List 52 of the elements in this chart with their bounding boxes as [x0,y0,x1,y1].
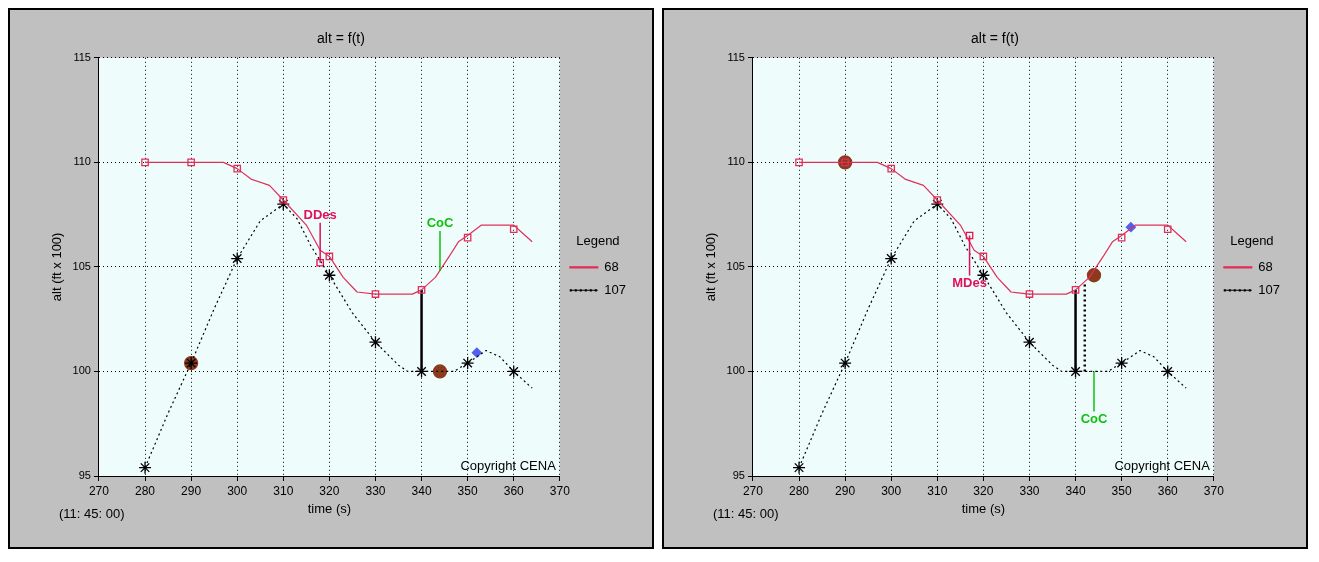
x-axis-title: time (s) [961,500,1006,516]
annotation: DDes [303,206,337,222]
y-tick-label: 100 [72,364,91,377]
annotation: CoC [426,215,454,231]
x-tick-label: 290 [835,483,856,498]
y-tick-label: 105 [726,259,745,272]
x-tick-label: 280 [789,483,810,498]
y-tick-label: 105 [72,259,91,272]
y-axis-title: alt (ft x 100) [703,232,719,302]
x-tick-label: 330 [1019,483,1040,498]
legend-title: Legend [1230,233,1274,249]
legend-label: 107 [604,281,627,297]
x-tick-label: 280 [135,483,156,498]
annotation: Copyright CENA [460,458,557,474]
legend-label: 68 [604,258,619,274]
x-tick-label: 340 [411,483,432,498]
x-tick-label: 360 [1157,483,1179,498]
x-tick-label: 350 [457,483,478,498]
chart-title: alt = f(t) [317,30,365,47]
legend-title: Legend [576,233,620,249]
x-tick-label: 320 [319,483,340,498]
x-tick-label: 310 [927,483,948,498]
y-axis-title: alt (ft x 100) [49,232,65,302]
x-tick-label: 320 [973,483,994,498]
y-tick-label: 95 [78,469,91,482]
annotation: Copyright CENA [1114,458,1211,474]
x-axis-title: time (s) [307,500,352,516]
legend-label: 68 [1258,258,1273,274]
y-tick-label: 100 [726,364,745,377]
annotation: MDes [952,274,987,290]
y-tick-label: 110 [73,155,91,168]
x-tick-label: 340 [1065,483,1086,498]
x-tick-label: 370 [1203,483,1225,498]
text: (11: 45: 00) [58,506,125,522]
x-tick-label: 290 [181,483,202,498]
x-tick-label: 350 [1111,483,1132,498]
x-tick-label: 330 [365,483,386,498]
y-tick-label: 95 [732,469,745,482]
chart-title: alt = f(t) [971,30,1019,47]
x-tick-label: 270 [742,483,764,498]
x-tick-label: 270 [88,483,110,498]
x-tick-label: 310 [273,483,294,498]
x-tick-label: 300 [881,483,902,498]
x-tick-label: 300 [227,483,248,498]
annotation: CoC [1080,410,1108,426]
x-tick-label: 370 [549,483,571,498]
y-tick-label: 115 [727,50,745,63]
y-tick-label: 110 [727,155,745,168]
text: (11: 45: 00) [712,506,779,522]
x-tick-label: 360 [503,483,525,498]
y-tick-label: 115 [73,50,91,63]
legend-label: 107 [1258,281,1281,297]
